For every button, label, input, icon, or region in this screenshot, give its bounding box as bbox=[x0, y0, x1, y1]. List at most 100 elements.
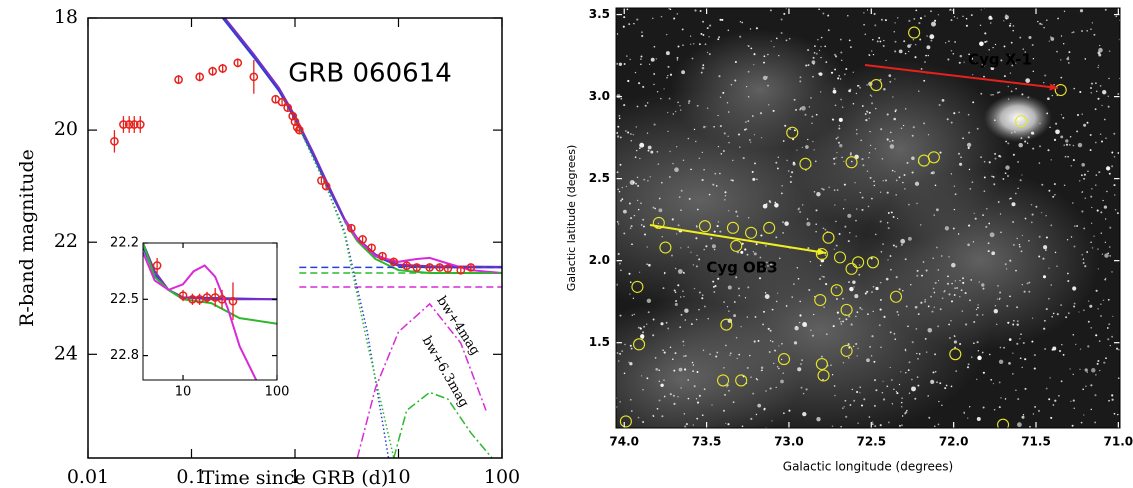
star bbox=[1016, 342, 1019, 345]
star bbox=[635, 126, 638, 128]
star bbox=[905, 371, 907, 374]
star bbox=[717, 38, 720, 41]
star bbox=[1039, 122, 1041, 125]
star bbox=[641, 337, 644, 340]
star bbox=[799, 108, 802, 111]
star bbox=[1023, 290, 1026, 293]
star bbox=[626, 8, 629, 11]
star bbox=[805, 388, 808, 391]
star bbox=[972, 101, 975, 104]
star bbox=[770, 40, 772, 42]
star bbox=[1009, 72, 1012, 74]
star bbox=[719, 125, 722, 128]
star bbox=[863, 398, 866, 401]
star bbox=[1098, 171, 1101, 174]
star bbox=[793, 129, 796, 132]
star bbox=[856, 390, 859, 394]
star bbox=[958, 111, 960, 114]
star bbox=[786, 159, 788, 162]
star bbox=[931, 171, 935, 175]
star bbox=[662, 287, 665, 290]
star bbox=[970, 14, 973, 17]
star bbox=[691, 57, 694, 60]
source-marker bbox=[1015, 115, 1028, 128]
star bbox=[930, 295, 932, 298]
star bbox=[715, 355, 718, 358]
star bbox=[835, 137, 838, 140]
star bbox=[736, 357, 738, 360]
star bbox=[875, 108, 877, 110]
star bbox=[839, 38, 842, 41]
star bbox=[840, 98, 843, 101]
star bbox=[624, 343, 626, 346]
star bbox=[775, 161, 778, 164]
star bbox=[1073, 225, 1076, 227]
star bbox=[1060, 304, 1062, 306]
star bbox=[927, 328, 933, 333]
star bbox=[1089, 149, 1092, 152]
star bbox=[719, 172, 721, 175]
star bbox=[882, 44, 885, 48]
star bbox=[1048, 398, 1051, 401]
star bbox=[906, 161, 909, 164]
star bbox=[851, 160, 853, 163]
inset-background bbox=[143, 243, 277, 380]
star bbox=[886, 385, 889, 388]
star bbox=[632, 133, 635, 136]
star bbox=[832, 89, 837, 94]
star bbox=[667, 65, 670, 68]
star bbox=[674, 267, 677, 270]
star bbox=[719, 96, 722, 98]
star bbox=[976, 417, 981, 421]
star bbox=[994, 43, 997, 46]
star bbox=[925, 351, 928, 353]
star bbox=[999, 291, 1002, 294]
star bbox=[835, 297, 838, 301]
star bbox=[1005, 17, 1008, 20]
star bbox=[1104, 253, 1109, 258]
star bbox=[665, 321, 668, 324]
star bbox=[666, 77, 668, 79]
star bbox=[797, 367, 802, 372]
source-marker bbox=[840, 344, 853, 357]
star bbox=[1019, 179, 1022, 182]
star bbox=[695, 265, 698, 268]
star bbox=[701, 178, 704, 182]
star bbox=[687, 379, 689, 381]
star bbox=[882, 180, 884, 182]
star bbox=[1016, 306, 1019, 309]
star bbox=[794, 108, 798, 111]
star bbox=[672, 113, 674, 115]
source-marker bbox=[817, 369, 830, 382]
star bbox=[871, 102, 874, 105]
star bbox=[857, 422, 859, 424]
x-tick-label: 71.5 bbox=[1021, 435, 1051, 449]
star bbox=[992, 175, 995, 178]
star bbox=[799, 76, 802, 79]
star bbox=[1098, 340, 1101, 342]
star bbox=[1107, 252, 1109, 254]
star bbox=[970, 57, 974, 60]
star bbox=[968, 53, 970, 56]
arrow-head bbox=[1049, 83, 1058, 91]
star bbox=[871, 423, 874, 425]
star bbox=[840, 51, 843, 54]
star bbox=[1071, 202, 1074, 204]
star bbox=[907, 203, 910, 206]
star bbox=[1067, 62, 1070, 64]
star bbox=[781, 184, 784, 187]
star bbox=[994, 119, 996, 121]
star bbox=[706, 27, 709, 30]
star bbox=[822, 12, 825, 15]
star bbox=[948, 256, 950, 258]
star bbox=[780, 18, 783, 21]
star bbox=[1037, 409, 1041, 412]
star bbox=[1073, 245, 1076, 248]
star bbox=[865, 119, 868, 122]
star bbox=[725, 422, 727, 425]
star bbox=[861, 158, 864, 161]
star bbox=[780, 358, 783, 361]
star bbox=[1089, 304, 1093, 308]
star bbox=[893, 30, 896, 33]
star bbox=[988, 161, 991, 164]
